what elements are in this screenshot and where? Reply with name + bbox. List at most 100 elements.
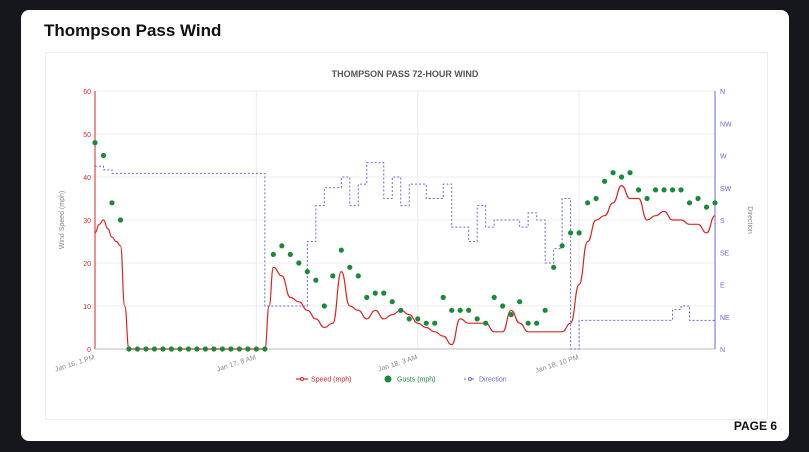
y-axis-label: Wind Speed (mph) [59,191,66,249]
gust-point [712,200,718,206]
page-title: Thompson Pass Wind [44,21,222,40]
gust-point [432,320,438,326]
gust-point [109,200,115,206]
legend-label: Speed (mph) [311,377,351,384]
gust-point [253,346,259,352]
gust-point [678,187,684,193]
gust-point [457,307,463,313]
gust-point [669,187,676,193]
gust-point [618,174,625,180]
gust-point [695,195,701,202]
gust-point [279,243,285,249]
gust-point [364,294,370,300]
gust-point [652,187,659,193]
gust-point [635,187,642,193]
gust-point [568,230,574,236]
y2-tick-label: SW [720,186,732,193]
legend-swatch-gusts [384,375,392,383]
gust-point [644,195,650,202]
legend-label: Gusts (mph) [397,377,436,384]
gust-point [304,269,310,275]
gust-point [338,247,344,253]
gust-point [245,346,251,352]
gust-point [151,346,158,352]
x-tick-label: Jan 16, 1 PM [54,354,96,373]
y-tick-label: 20 [83,261,91,268]
report-page: Thompson Pass Wind THOMPSON PASS 72-HOUR… [21,10,789,441]
gust-point [236,346,242,352]
direction-series [95,162,715,350]
y-tick-label: 0 [87,347,91,354]
gust-point [134,346,141,352]
gust-point [525,320,531,326]
y2-tick-label: E [720,283,725,290]
gust-point [389,299,395,305]
gust-point [406,316,412,322]
chart-title: THOMPSON PASS 72-HOUR WIND [332,69,479,79]
gust-point [466,307,472,313]
gust-point [372,290,378,296]
gust-point [168,346,175,352]
gust-point [415,316,421,322]
legend-marker-speed [300,377,304,381]
x-tick-label: Jan 17, 8 AM [216,354,257,373]
y-tick-label: 10 [83,304,91,311]
gust-point [500,303,506,309]
gust-point [610,170,616,176]
gust-point [347,264,353,270]
gust-point [661,187,667,193]
gust-point [627,170,633,176]
gust-point [517,299,523,305]
gust-point [228,346,234,352]
page-number: PAGE 6 [733,419,777,433]
gust-point [440,294,446,300]
gust-point [270,251,276,257]
y2-tick-label: W [720,154,727,161]
gust-point [703,204,710,210]
gust-point [686,200,693,206]
gust-point [185,346,192,352]
gust-point [330,273,336,279]
y-tick-label: 30 [83,218,91,225]
gust-point [143,346,149,352]
gust-point [398,307,404,313]
wind-chart: THOMPSON PASS 72-HOUR WIND 0 10 20 30 40 50 60 J… [54,69,753,384]
gust-point [117,217,124,223]
gust-point [601,178,608,184]
y2-tick-label: N [720,347,725,354]
gust-point [534,320,540,326]
y2-tick-label: S [720,218,725,225]
gust-point [483,320,489,326]
gust-point [551,264,557,270]
y-tick-label: 50 [83,132,91,139]
y2-tick-label: N [720,89,725,96]
gust-point [313,277,319,283]
y-tick-label: 40 [83,175,91,182]
gust-point [100,152,107,159]
gust-point [576,230,582,236]
gust-point [491,294,497,300]
gust-point [194,346,200,352]
gust-point [381,290,387,296]
chart-card: THOMPSON PASS 72-HOUR WIND 0 10 20 30 40 50 60 J… [45,52,768,420]
gust-point [211,346,217,352]
y2-tick-label: NW [720,121,732,128]
gust-point [593,195,599,202]
y2-tick-label: SE [720,250,730,257]
y2-axis-label: Direction [746,206,753,234]
x-tick-label: Jan 18, 3 AM [377,354,418,373]
y2-tick-label: NE [720,315,730,322]
gust-point [474,316,480,322]
gust-point [126,346,132,352]
gust-point [219,346,225,352]
gust-point [508,312,514,318]
gust-point [559,243,565,249]
gust-point [542,307,548,313]
speed-series [94,184,716,350]
gust-point [355,273,361,279]
gust-point [160,346,166,352]
gust-point [296,260,302,266]
y-tick-label: 60 [83,89,91,96]
legend-label: Direction [479,377,507,384]
gust-point [177,346,183,352]
